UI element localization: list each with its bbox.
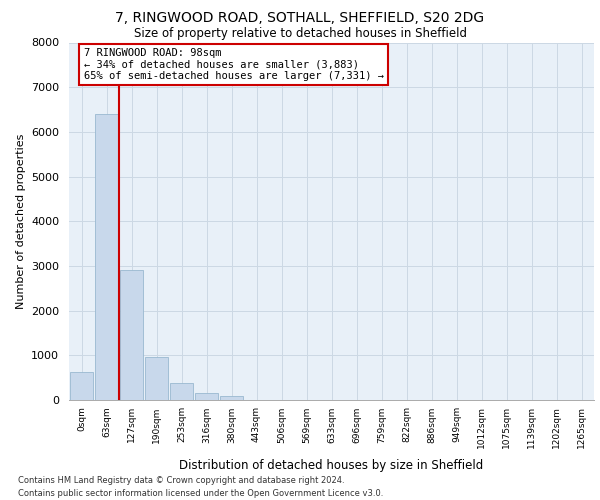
- Bar: [170, 384, 193, 400]
- Bar: [195, 394, 218, 400]
- Text: Contains HM Land Registry data © Crown copyright and database right 2024.
Contai: Contains HM Land Registry data © Crown c…: [18, 476, 383, 498]
- Bar: [145, 357, 168, 400]
- Y-axis label: Number of detached properties: Number of detached properties: [16, 134, 26, 309]
- Text: 7 RINGWOOD ROAD: 98sqm
← 34% of detached houses are smaller (3,883)
65% of semi-: 7 RINGWOOD ROAD: 98sqm ← 34% of detached…: [83, 48, 383, 81]
- Text: Size of property relative to detached houses in Sheffield: Size of property relative to detached ho…: [133, 28, 467, 40]
- Bar: [95, 114, 118, 400]
- Bar: [70, 372, 93, 400]
- Text: 7, RINGWOOD ROAD, SOTHALL, SHEFFIELD, S20 2DG: 7, RINGWOOD ROAD, SOTHALL, SHEFFIELD, S2…: [115, 11, 485, 25]
- Bar: [220, 396, 243, 400]
- Bar: [120, 270, 143, 400]
- X-axis label: Distribution of detached houses by size in Sheffield: Distribution of detached houses by size …: [179, 460, 484, 472]
